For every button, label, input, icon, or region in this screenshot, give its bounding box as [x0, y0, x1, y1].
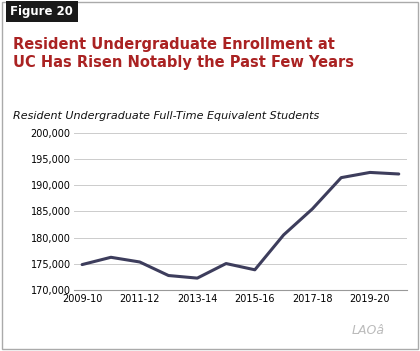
Text: Resident Undergraduate Enrollment at
UC Has Risen Notably the Past Few Years: Resident Undergraduate Enrollment at UC … [13, 37, 354, 70]
Text: LAOâ: LAOâ [351, 324, 384, 337]
Text: Resident Undergraduate Full-Time Equivalent Students: Resident Undergraduate Full-Time Equival… [13, 111, 319, 120]
Text: Figure 20: Figure 20 [10, 5, 74, 18]
